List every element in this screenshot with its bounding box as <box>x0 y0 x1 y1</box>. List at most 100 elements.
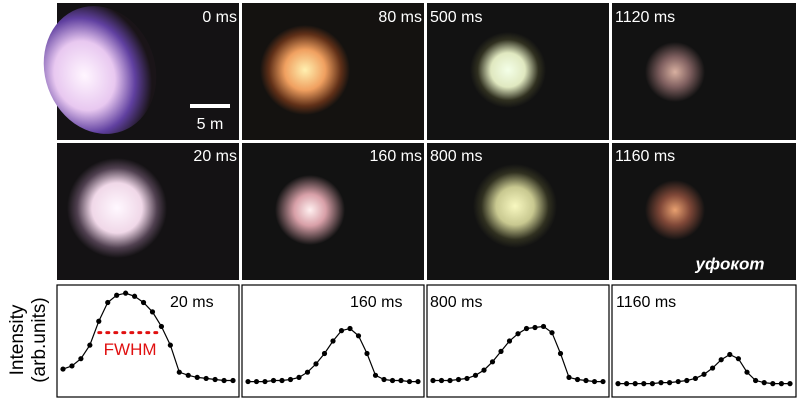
data-point <box>270 377 277 384</box>
data-point <box>770 381 776 387</box>
watermark: уфокот <box>695 254 765 273</box>
data-point <box>498 348 504 354</box>
data-point <box>78 356 84 362</box>
data-point <box>667 380 673 386</box>
data-point <box>304 369 311 375</box>
image-grid: 5 m уфокот <box>43 3 796 280</box>
data-point <box>574 376 581 383</box>
data-point <box>455 376 462 383</box>
data-point <box>675 378 681 385</box>
data-point <box>778 381 785 387</box>
data-point <box>347 325 353 332</box>
data-point <box>735 356 742 362</box>
data-point <box>389 377 396 384</box>
image-label: 1160 ms <box>615 148 675 165</box>
data-point <box>372 372 379 378</box>
data-point <box>212 376 218 383</box>
data-point <box>313 361 319 367</box>
data-point <box>753 377 759 384</box>
image-blob <box>260 25 350 115</box>
data-point <box>557 350 564 357</box>
data-point <box>185 372 191 378</box>
image-blob <box>645 180 705 240</box>
data-point <box>523 325 530 332</box>
data-point <box>624 381 630 387</box>
data-point <box>203 375 209 382</box>
plot-label: 1160 ms <box>616 294 676 311</box>
data-point <box>447 377 453 384</box>
data-point <box>649 381 656 387</box>
data-point <box>330 338 336 344</box>
data-point <box>692 375 699 382</box>
data-point <box>515 331 521 337</box>
data-point <box>279 377 285 384</box>
data-point <box>727 351 733 358</box>
data-point <box>381 376 387 383</box>
annotation: FWHM <box>104 340 157 359</box>
image-label: 500 ms <box>430 9 482 26</box>
data-point <box>506 338 513 344</box>
data-point <box>489 359 496 365</box>
data-point <box>406 378 413 385</box>
image-label: 80 ms <box>378 9 422 26</box>
data-point <box>591 378 598 385</box>
data-point <box>140 299 147 306</box>
data-point <box>69 363 75 369</box>
data-point <box>105 299 111 306</box>
data-point <box>430 377 436 384</box>
data-point <box>149 309 156 315</box>
data-point <box>364 350 370 357</box>
data-point <box>600 378 606 385</box>
data-point <box>114 292 120 298</box>
image-blob <box>645 42 705 102</box>
plot-label: 160 ms <box>350 294 402 311</box>
data-point <box>245 378 251 385</box>
data-point <box>253 378 260 385</box>
data-point <box>718 357 724 363</box>
data-point <box>194 374 200 380</box>
data-point <box>532 324 538 331</box>
image-blob <box>43 6 157 134</box>
image-blob <box>67 158 167 258</box>
data-point <box>176 369 182 375</box>
data-point <box>321 350 328 357</box>
data-point <box>464 375 470 382</box>
y-axis-label: (arb.units) <box>29 297 50 383</box>
image-blob <box>275 175 345 245</box>
data-point <box>398 377 404 384</box>
data-point <box>338 328 345 334</box>
data-point <box>761 380 767 386</box>
data-point <box>658 380 664 386</box>
image-label: 20 ms <box>193 148 237 165</box>
data-point <box>262 378 268 385</box>
data-point <box>549 330 555 336</box>
data-point <box>158 323 165 330</box>
data-point <box>701 371 707 377</box>
data-point <box>415 378 421 385</box>
data-point <box>296 374 302 380</box>
data-point <box>641 381 647 387</box>
data-point <box>221 377 227 384</box>
data-point <box>583 377 589 384</box>
data-point <box>131 293 138 299</box>
plot-frame <box>611 284 797 398</box>
plot-label: 800 ms <box>430 294 482 311</box>
data-point <box>230 377 236 384</box>
data-point <box>632 381 638 387</box>
data-point <box>87 342 93 348</box>
data-point <box>710 365 716 371</box>
image-label: 160 ms <box>370 148 422 165</box>
data-point <box>540 323 547 330</box>
data-point <box>438 377 445 384</box>
image-label: 800 ms <box>430 148 482 165</box>
plot-label: 20 ms <box>170 294 214 311</box>
data-point <box>566 374 572 380</box>
data-point <box>684 377 690 384</box>
image-label: 1120 ms <box>615 9 675 26</box>
data-point <box>287 376 294 383</box>
data-point <box>615 381 621 387</box>
image-label: 0 ms <box>202 9 237 26</box>
data-point <box>787 381 793 387</box>
image-blob <box>473 164 557 248</box>
